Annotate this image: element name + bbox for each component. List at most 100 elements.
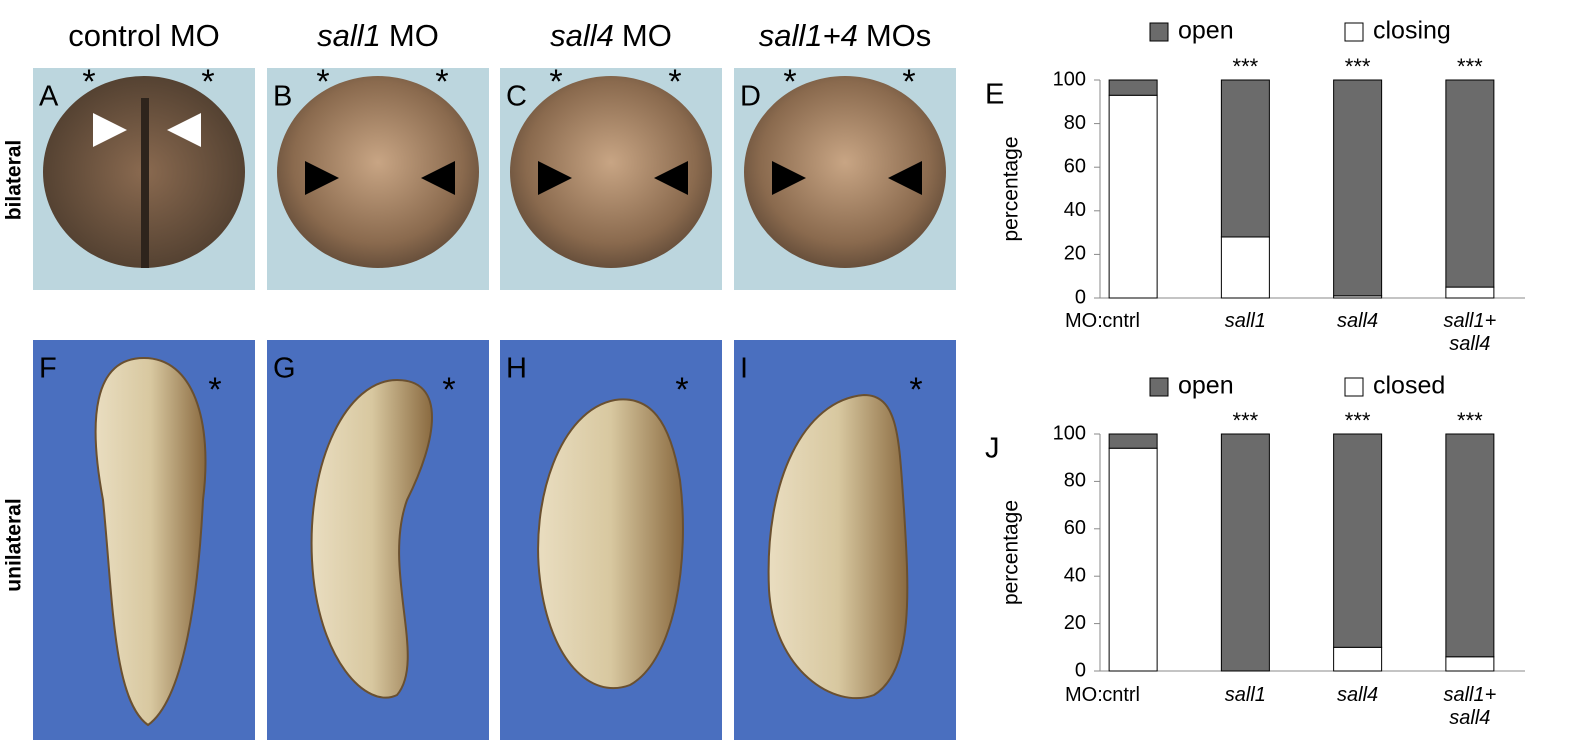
asterisk: * <box>783 63 796 101</box>
photo-panel: *F <box>33 340 255 740</box>
x-tick-label: cntrl <box>1102 684 1141 706</box>
asterisk: * <box>909 371 922 409</box>
embryo <box>310 378 433 699</box>
bar-segment <box>1220 236 1270 299</box>
photo-panel: * * C <box>500 63 722 290</box>
embryo <box>744 76 946 268</box>
significance: *** <box>1457 54 1483 79</box>
asterisk: * <box>675 371 688 409</box>
embryo <box>767 393 909 700</box>
y-tick-label: 60 <box>1064 155 1086 177</box>
row-label: bilateral <box>3 140 26 221</box>
legend-label: closing <box>1373 17 1451 45</box>
bar-segment <box>1445 433 1495 658</box>
x-tick-label: sall4 <box>1337 310 1379 332</box>
column-title-text: MO <box>388 18 439 53</box>
arrowhead <box>305 161 339 195</box>
neural-groove <box>141 98 149 268</box>
y-tick-label: 20 <box>1064 612 1086 634</box>
gene-name: sall1 <box>317 18 381 53</box>
bar-segment <box>1333 433 1383 648</box>
column-title: sall1 MO <box>258 18 498 54</box>
x-tick-label: cntrl <box>1102 310 1141 332</box>
asterisk: * <box>208 371 221 409</box>
y-tick-label: 20 <box>1064 243 1086 265</box>
x-tick-label: sall4 <box>1337 684 1379 706</box>
x-tick-label: sall1 <box>1224 310 1266 332</box>
panel-letter: E <box>985 79 1004 111</box>
significance: *** <box>1345 408 1371 433</box>
x-tick-label: sall1 <box>1224 684 1266 706</box>
bar-segment <box>1108 94 1158 299</box>
embryo <box>277 76 479 268</box>
y-tick-label: 40 <box>1064 564 1086 586</box>
asterisk: * <box>201 63 214 101</box>
legend-swatch <box>1149 22 1169 42</box>
arrowhead <box>421 161 455 195</box>
y-tick-label: 0 <box>1075 659 1086 681</box>
bar-segment <box>1220 79 1270 238</box>
photo-panel: *G <box>267 340 489 740</box>
arrowhead <box>654 161 688 195</box>
legend-label: open <box>1178 17 1234 45</box>
bar-segment <box>1333 79 1383 297</box>
photo-panel: * * B <box>267 63 489 290</box>
legend-swatch <box>1149 377 1169 397</box>
arrowhead <box>93 113 127 147</box>
significance: *** <box>1457 408 1483 433</box>
x-prefix: MO: <box>1065 684 1103 706</box>
panel-letter: C <box>506 81 527 113</box>
column-title: sall4 MO <box>491 18 731 54</box>
gene-name: sall1+4 <box>758 18 858 53</box>
panel-letter: G <box>273 353 296 385</box>
asterisk: * <box>82 63 95 101</box>
significance: *** <box>1233 408 1259 433</box>
embryo <box>94 356 207 727</box>
photo-panel: * * A <box>33 63 255 290</box>
significance: *** <box>1345 54 1371 79</box>
asterisk: * <box>668 63 681 101</box>
asterisk: * <box>902 63 915 101</box>
y-axis-label: percentage <box>1000 136 1023 241</box>
legend-label: closed <box>1373 372 1445 400</box>
embryo <box>537 398 684 690</box>
bar-segment <box>1108 79 1158 96</box>
photo-panel: *I <box>734 340 956 740</box>
y-axis-label: percentage <box>1000 500 1023 605</box>
asterisk: * <box>442 371 455 409</box>
panel-letter: B <box>273 81 292 113</box>
y-tick-label: 100 <box>1053 422 1086 444</box>
arrowhead <box>538 161 572 195</box>
bar-segment <box>1333 646 1383 672</box>
legend-label: open <box>1178 372 1234 400</box>
column-title: sall1+4 MOs <box>725 18 965 54</box>
y-tick-label: 80 <box>1064 470 1086 492</box>
asterisk: * <box>549 63 562 101</box>
bar-segment <box>1220 433 1270 672</box>
bar-segment <box>1108 447 1158 672</box>
photo-panel: *H <box>500 340 722 740</box>
panel-letter: A <box>39 81 59 113</box>
panel-letter: J <box>985 433 1000 465</box>
arrowhead <box>888 161 922 195</box>
bar-segment <box>1445 656 1495 672</box>
x-tick-label: sall1+ sall4 <box>1443 684 1497 729</box>
gene-name: sall4 <box>550 18 614 53</box>
legend-swatch <box>1344 377 1364 397</box>
panel-letter: D <box>740 81 761 113</box>
y-tick-label: 0 <box>1075 286 1086 308</box>
y-tick-label: 60 <box>1064 517 1086 539</box>
x-tick-label: sall1+ sall4 <box>1443 310 1497 355</box>
panel-letter: H <box>506 353 527 385</box>
arrowhead <box>167 113 201 147</box>
column-title: control MO <box>24 18 264 54</box>
arrowhead <box>772 161 806 195</box>
legend-swatch <box>1344 22 1364 42</box>
asterisk: * <box>316 63 329 101</box>
embryo <box>510 76 712 268</box>
column-title-text: MO <box>621 18 672 53</box>
y-tick-label: 40 <box>1064 199 1086 221</box>
y-tick-label: 100 <box>1053 68 1086 90</box>
